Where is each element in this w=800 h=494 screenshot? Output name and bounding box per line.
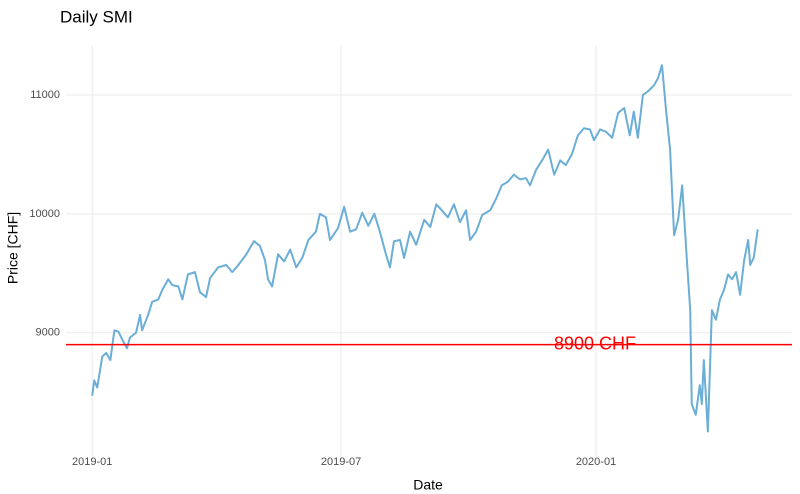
y-tick-label: 9000 <box>36 327 60 339</box>
y-axis-title: Price [CHF] <box>5 212 21 284</box>
y-tick-label: 10000 <box>29 208 60 220</box>
reference-label: 8900 CHF <box>554 333 636 353</box>
x-tick-label: 2020-01 <box>576 456 616 468</box>
data-line <box>91 64 759 433</box>
x-tick-label: 2019-07 <box>321 456 361 468</box>
x-axis-title: Date <box>413 477 443 493</box>
y-tick-label: 11000 <box>30 89 60 101</box>
chart-title: Daily SMI <box>60 7 133 26</box>
x-tick-label: 2019-01 <box>72 456 112 468</box>
